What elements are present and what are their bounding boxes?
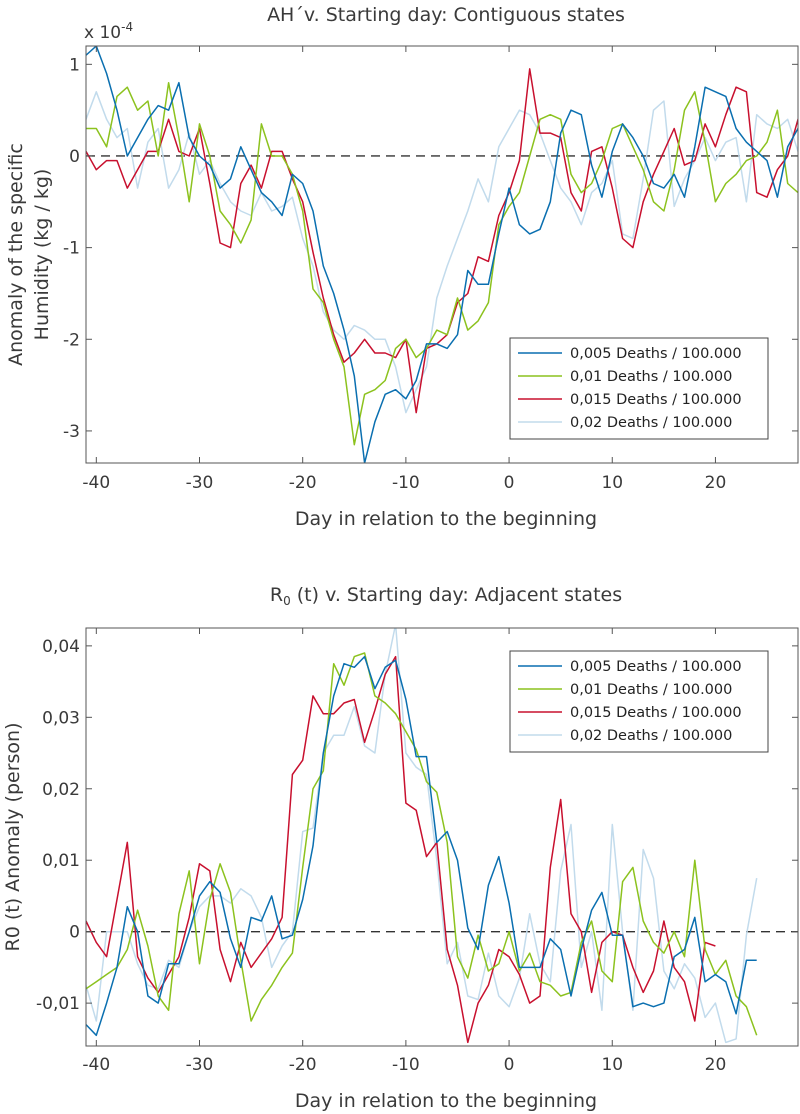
y-tick-label: 0 bbox=[69, 923, 80, 943]
legend-entry: 0,01 Deaths / 100.000 bbox=[570, 369, 732, 385]
plot-frame bbox=[85, 45, 799, 464]
y-tick-label: -0,01 bbox=[36, 994, 80, 1014]
y-axis-label: R0 (t) Anomaly (person) bbox=[2, 723, 24, 952]
legend: 0,005 Deaths / 100.000 0,01 Deaths / 100.… bbox=[509, 337, 769, 440]
x-tick-label: -20 bbox=[289, 473, 317, 493]
x-tick-label: 10 bbox=[601, 473, 623, 493]
y-tick-label: 0,02 bbox=[42, 780, 80, 800]
legend-entry: 0,005 Deaths / 100.000 bbox=[570, 659, 742, 675]
x-tick-label: -10 bbox=[392, 1055, 420, 1075]
series-line-1 bbox=[86, 655, 757, 1037]
y-tick-label: -2 bbox=[63, 330, 80, 350]
y-tick-label: -1 bbox=[63, 239, 80, 259]
series-line-2 bbox=[86, 652, 758, 1036]
y-tick-label: 0,01 bbox=[42, 851, 80, 871]
y-scale-note: x 10-4 bbox=[84, 20, 133, 43]
x-axis-label: Day in relation to the beginning bbox=[295, 1090, 597, 1112]
legend-entry: 0,01 Deaths / 100.000 bbox=[570, 682, 732, 698]
series-line-4 bbox=[86, 628, 758, 1044]
series-line-3 bbox=[86, 655, 716, 1044]
x-tick-label: -40 bbox=[82, 473, 110, 493]
legend: 0,005 Deaths / 100.000 0,01 Deaths / 100.… bbox=[509, 650, 769, 753]
chart-2: R0 (t) v. Starting day: Adjacent states -… bbox=[2, 584, 799, 1112]
legend-entry: 0,015 Deaths / 100.000 bbox=[570, 392, 742, 408]
y-tick-label: 0 bbox=[69, 147, 80, 167]
x-tick-label: 20 bbox=[705, 473, 727, 493]
plot-frame bbox=[85, 627, 799, 1047]
legend-entry: 0,015 Deaths / 100.000 bbox=[570, 705, 742, 721]
chart-title: AH´v. Starting day: Contiguous states bbox=[267, 4, 625, 26]
x-tick-label: 0 bbox=[504, 473, 515, 493]
x-tick-label: -30 bbox=[186, 473, 214, 493]
x-tick-label: -10 bbox=[392, 473, 420, 493]
y-tick-label: 0,03 bbox=[42, 708, 80, 728]
x-tick-label: -20 bbox=[289, 1055, 317, 1075]
legend-entry: 0,005 Deaths / 100.000 bbox=[570, 346, 742, 362]
y-tick-label: 0,04 bbox=[42, 637, 80, 657]
x-axis-label: Day in relation to the beginning bbox=[295, 508, 597, 530]
legend-entry: 0,02 Deaths / 100.000 bbox=[570, 415, 732, 431]
x-tick-label: 10 bbox=[601, 1055, 623, 1075]
chart-1: AH´v. Starting day: Contiguous states x 1… bbox=[5, 4, 799, 530]
y-axis-label: Anomaly of the specific bbox=[5, 143, 27, 366]
x-tick-label: -40 bbox=[82, 1055, 110, 1075]
x-tick-label: -30 bbox=[186, 1055, 214, 1075]
legend-entry: 0,02 Deaths / 100.000 bbox=[570, 728, 732, 744]
y-axis-label: Humidity (kg / kg) bbox=[31, 169, 53, 341]
y-tick-label: -3 bbox=[63, 422, 80, 442]
series-line-1 bbox=[86, 46, 798, 463]
y-tick-label: 1 bbox=[69, 55, 80, 75]
x-tick-label: 20 bbox=[705, 1055, 727, 1075]
chart-title: R0 (t) v. Starting day: Adjacent states bbox=[270, 584, 622, 608]
x-tick-label: 0 bbox=[504, 1055, 515, 1075]
